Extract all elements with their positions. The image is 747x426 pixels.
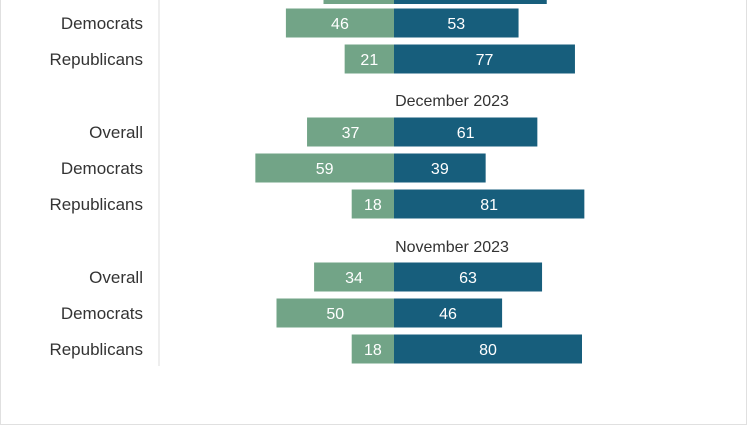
category-label-1-2: Republicans: [49, 195, 143, 214]
bar-right-1-0: [394, 117, 538, 147]
bar-left-0-2: [344, 44, 394, 74]
bar-left-2-2: [351, 334, 394, 364]
value-label-left-1-1: 59: [316, 161, 334, 178]
bar-right-2-2: [394, 334, 582, 364]
value-label-left-2-0: 34: [345, 270, 363, 287]
value-label-left-0-1: 46: [331, 16, 349, 33]
bar-partial-left: [323, 0, 394, 4]
bar-right-2-1: [394, 298, 503, 328]
bar-left-2-1: [276, 298, 394, 328]
category-label-2-0: Overall: [89, 268, 143, 287]
category-label-2-1: Democrats: [61, 304, 143, 323]
value-label-right-2-1: 46: [439, 306, 457, 323]
bar-left-0-1: [285, 8, 394, 38]
value-label-right-1-0: 61: [457, 125, 475, 142]
category-label-1-1: Democrats: [61, 159, 143, 178]
value-label-left-2-2: 18: [364, 342, 382, 359]
bar-partial-right: [394, 0, 547, 4]
bar-left-1-2: [351, 189, 394, 219]
bar-right-2-0: [394, 262, 543, 292]
bar-right-1-1: [394, 153, 486, 183]
group-title-2: November 2023: [395, 239, 509, 256]
value-label-right-0-1: 53: [447, 16, 465, 33]
value-label-left-2-1: 50: [326, 306, 344, 323]
value-label-right-2-0: 63: [459, 270, 477, 287]
group-title-1: December 2023: [395, 93, 509, 110]
value-label-left-1-0: 37: [342, 125, 360, 142]
category-label-1-0: Overall: [89, 123, 143, 142]
value-label-right-0-2: 77: [476, 52, 494, 69]
bar-right-0-1: [394, 8, 519, 38]
bar-left-1-1: [255, 153, 394, 183]
category-label-0-1: Democrats: [61, 14, 143, 33]
bar-left-1-0: [307, 117, 394, 147]
bar-right-1-2: [394, 189, 585, 219]
value-label-right-1-2: 81: [480, 197, 498, 214]
value-label-left-0-2: 21: [360, 52, 378, 69]
category-label-0-2: Republicans: [49, 50, 143, 69]
value-label-left-1-2: 18: [364, 197, 382, 214]
bar-right-0-2: [394, 44, 575, 74]
category-label-2-2: Republicans: [49, 340, 143, 359]
bar-left-2-0: [314, 262, 394, 292]
value-label-right-2-2: 80: [479, 342, 497, 359]
value-label-right-1-1: 39: [431, 161, 449, 178]
